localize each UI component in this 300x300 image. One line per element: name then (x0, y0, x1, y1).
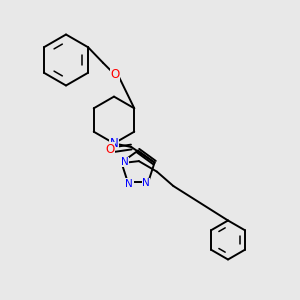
Text: N: N (110, 137, 118, 150)
Text: N: N (142, 178, 150, 188)
Text: N: N (121, 157, 128, 167)
Text: O: O (105, 143, 115, 156)
Text: O: O (110, 68, 120, 81)
Text: N: N (125, 179, 133, 189)
